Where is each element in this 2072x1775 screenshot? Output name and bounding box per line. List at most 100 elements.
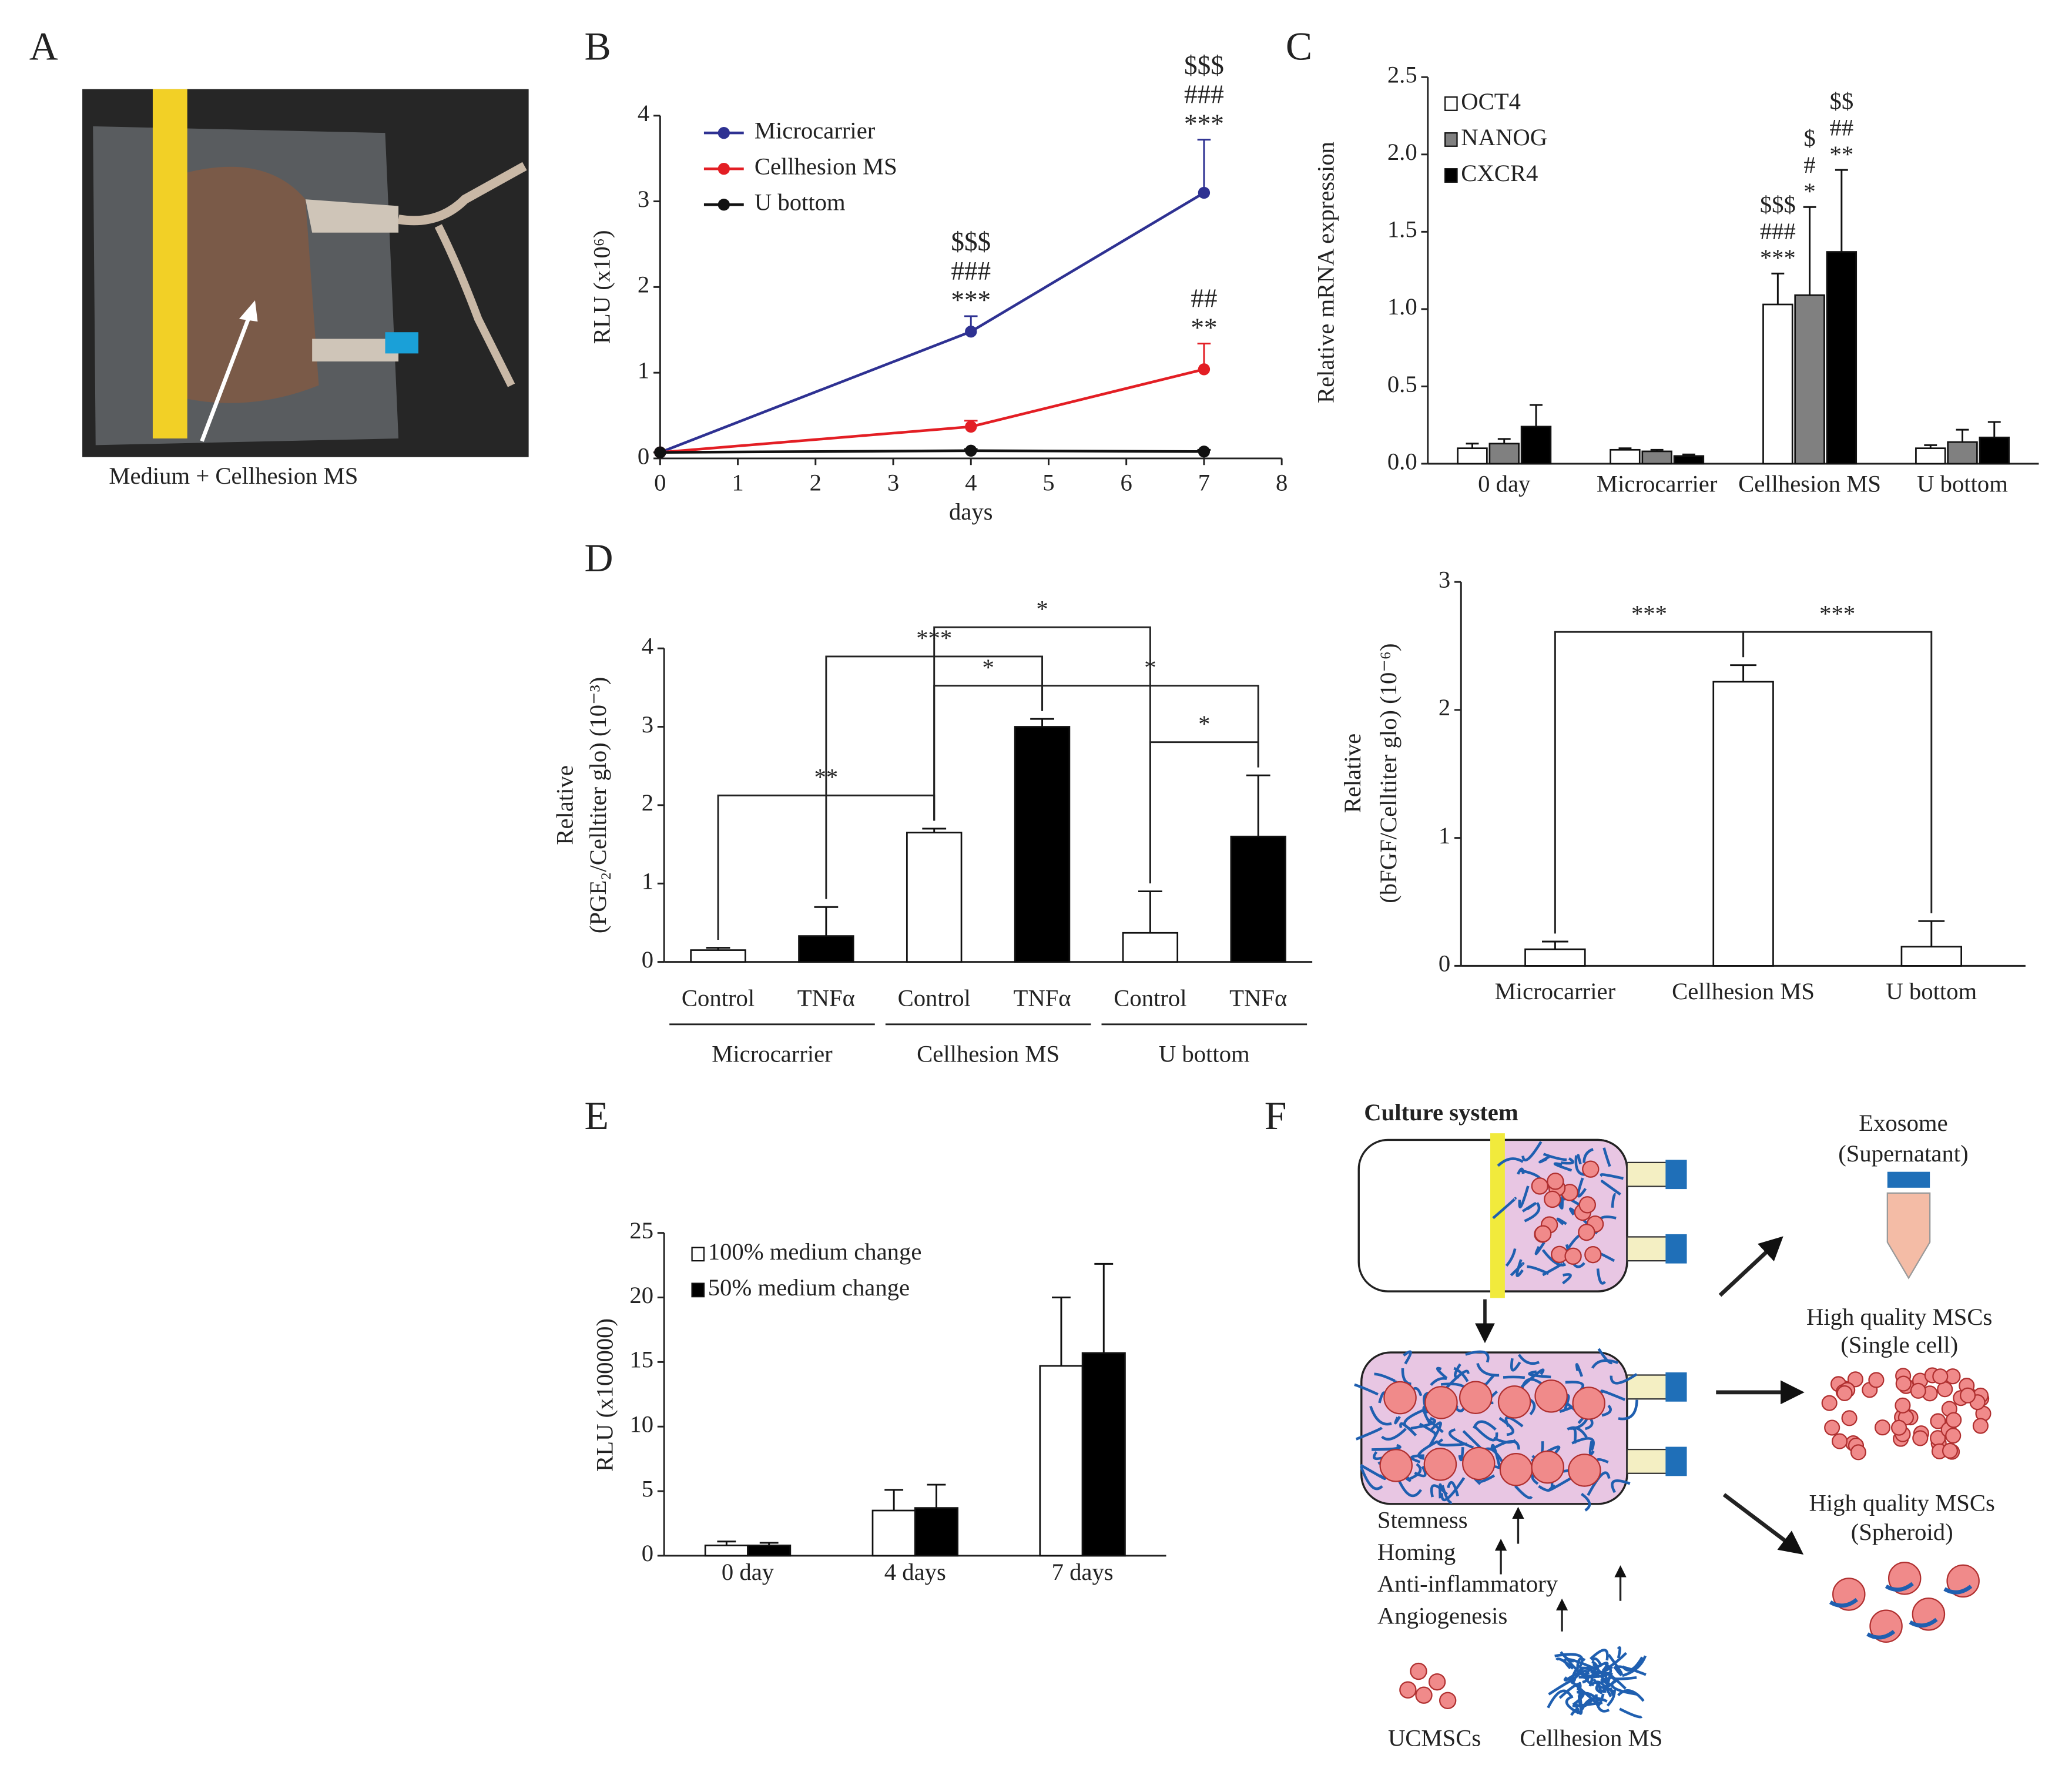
fiber (1454, 1363, 1461, 1379)
fiber (1580, 1666, 1597, 1670)
fiber (1885, 1582, 1914, 1592)
fiber (1619, 1707, 1643, 1719)
fiber (1559, 1197, 1564, 1210)
bar (704, 1544, 749, 1557)
bar (747, 1544, 792, 1557)
error-bar (922, 828, 947, 833)
bar (798, 935, 854, 963)
fiber (1591, 1657, 1602, 1666)
marker (965, 444, 977, 457)
cell (1439, 1692, 1457, 1709)
fiber (1372, 1444, 1402, 1451)
fiber (1554, 1653, 1584, 1668)
cell (1534, 1225, 1552, 1242)
x-tick-label: 4 (965, 469, 977, 495)
legend-label: CXCR4 (1461, 160, 1538, 186)
fiber (1517, 1354, 1540, 1365)
comparison-label: * (982, 654, 994, 681)
cell (1499, 1452, 1533, 1486)
fiber (1480, 1474, 1496, 1483)
error-bar (1650, 448, 1664, 451)
effect-label: Anti-inflammatory (1377, 1570, 1558, 1597)
cell (1415, 1686, 1433, 1704)
bar (914, 1507, 959, 1557)
cell (1531, 1450, 1564, 1484)
group-label: Cellhesion MS (917, 1040, 1060, 1067)
comparison-label: *** (1631, 600, 1667, 627)
fiber (1596, 1268, 1606, 1285)
significance-label: * (1803, 178, 1815, 205)
significance-label: $$$ (951, 227, 991, 256)
error-bar (1771, 272, 1785, 304)
bar (1794, 294, 1825, 465)
panel-label: F (1265, 1094, 1287, 1138)
bar (1039, 1365, 1084, 1557)
fiber (1587, 1471, 1611, 1496)
fiber (1543, 1153, 1567, 1161)
fiber (1575, 1363, 1584, 1377)
bar (1900, 946, 1963, 967)
fiber (1565, 1695, 1580, 1714)
series-line (660, 368, 1205, 454)
error-bar (1835, 169, 1848, 252)
x-tick-label: 2 (810, 469, 822, 495)
panel-label: E (585, 1094, 609, 1138)
fiber (1374, 1372, 1396, 1382)
panel-label: B (585, 25, 611, 69)
cell (1946, 1564, 1980, 1598)
bar (1673, 455, 1705, 465)
y-tick-label: 25 (629, 1217, 653, 1244)
significance-label: ## (1830, 115, 1854, 141)
output-label: (Spheroid) (1851, 1519, 1953, 1545)
fiber (1369, 1405, 1392, 1426)
fiber (1437, 1438, 1467, 1447)
fiber (1560, 1651, 1574, 1663)
cell (1544, 1190, 1561, 1208)
y-tick-label: 2 (642, 789, 653, 816)
fiber (1599, 1674, 1612, 1687)
y-axis-label: Relative (1339, 734, 1366, 813)
fiber (1518, 1185, 1530, 1208)
error-bar (706, 947, 730, 950)
fiber (1458, 1446, 1464, 1462)
fiber (1572, 1701, 1603, 1707)
fiber (1448, 1428, 1474, 1449)
effect-label: Homing (1377, 1539, 1456, 1565)
fiber (1498, 1416, 1514, 1436)
significance-label: $$$ (1760, 192, 1796, 218)
fiber (1410, 1454, 1424, 1463)
significance-label: *** (1184, 109, 1224, 138)
fiber (1583, 1148, 1594, 1163)
legend-label: Microcarrier (755, 118, 876, 144)
marker (1198, 446, 1211, 458)
fiber (1497, 1157, 1524, 1167)
fiber (1829, 1597, 1858, 1608)
fiber (1541, 1249, 1567, 1267)
legend-marker (718, 199, 730, 211)
y-tick-label: 0.5 (1387, 371, 1417, 397)
error-bar (1730, 664, 1756, 682)
y-tick-label: 0 (642, 1540, 653, 1566)
bar (1947, 441, 1978, 465)
error-bar (1918, 920, 1945, 947)
fiber (1555, 1657, 1574, 1670)
significance-label: $$ (1830, 88, 1854, 114)
error-bar (1466, 443, 1479, 448)
cell (1868, 1372, 1885, 1388)
legend-label: 50% medium change (708, 1274, 910, 1301)
fiber (1909, 1617, 1938, 1628)
error-bar (927, 1483, 946, 1508)
error-bar (1530, 404, 1543, 427)
bar (1979, 436, 2010, 465)
y-axis-label: RLU (x10⁶) (589, 230, 615, 344)
panel-label: A (29, 25, 58, 69)
fiber (1553, 1162, 1573, 1172)
fiber (1547, 1689, 1573, 1709)
fiber (1527, 1265, 1550, 1275)
panel-label: D (585, 536, 613, 580)
fiber (1601, 1180, 1621, 1196)
fiber (1403, 1409, 1423, 1431)
fiber (1943, 1585, 1973, 1595)
legend-marker (718, 127, 730, 139)
